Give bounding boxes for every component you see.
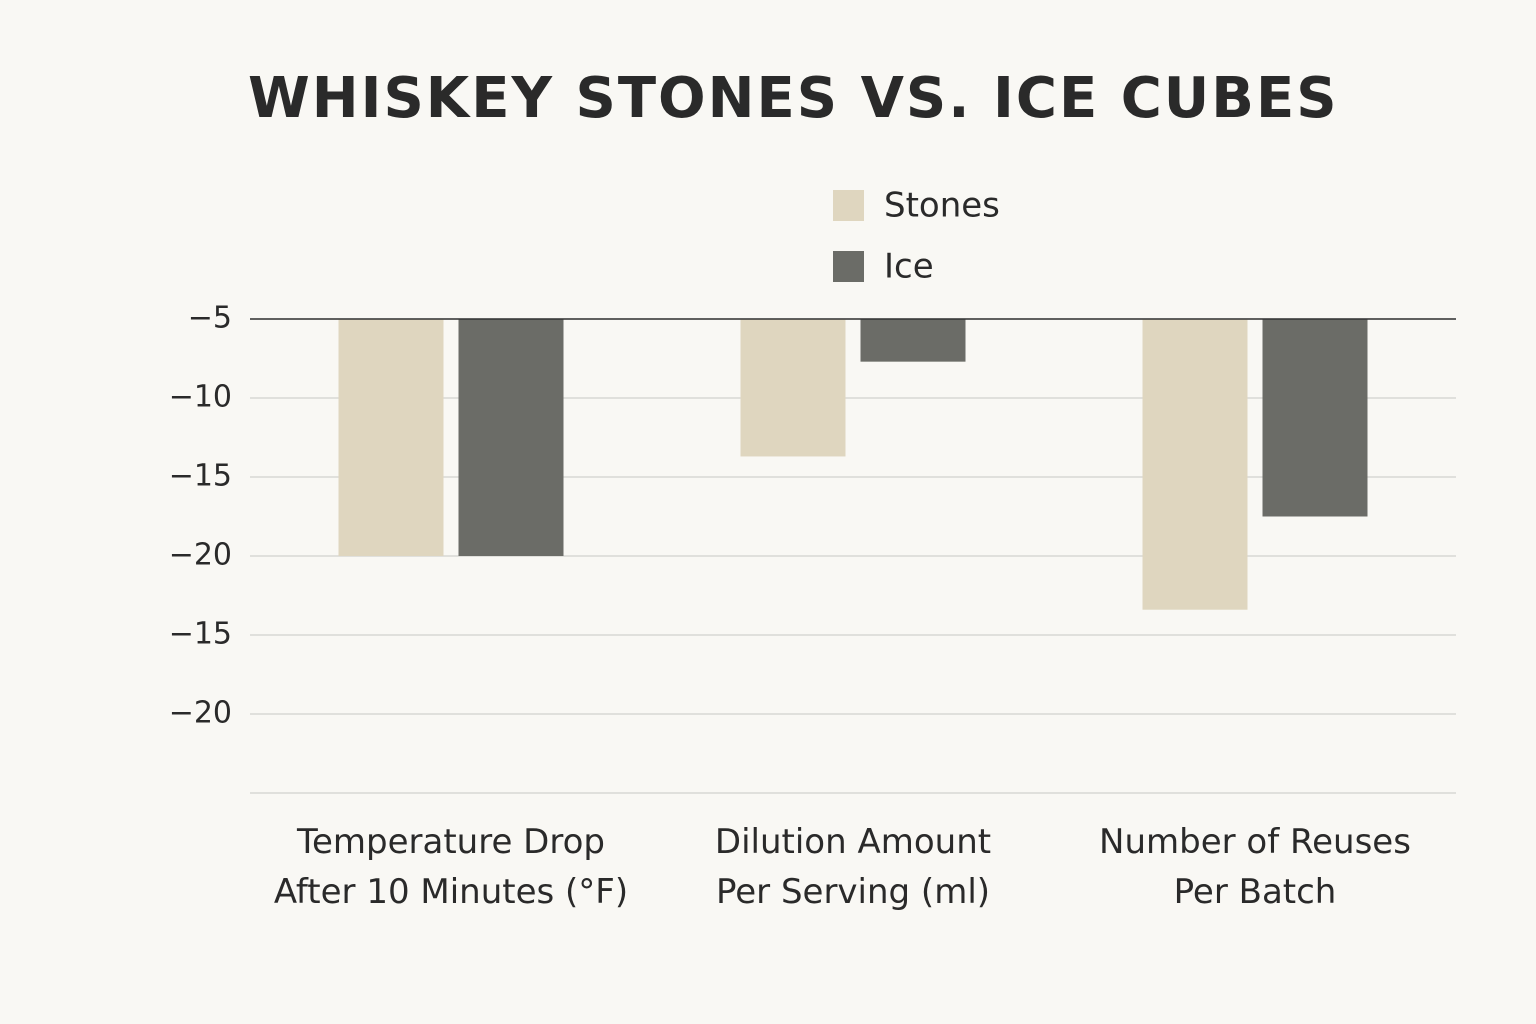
legend-swatch	[833, 251, 864, 282]
legend-label: Stones	[884, 186, 1000, 226]
y-tick-label: −5	[188, 301, 232, 336]
legend-label: Ice	[884, 247, 934, 287]
y-tick-label: −20	[169, 696, 232, 731]
bar	[338, 319, 444, 556]
y-tick-label: −20	[169, 538, 232, 573]
y-tick-label: −15	[169, 459, 232, 494]
x-tick-label: Number of Reuses Per Batch	[1099, 822, 1411, 912]
x-tick-label: Temperature Drop After 10 Minutes (°F)	[273, 822, 629, 912]
bar	[1142, 319, 1248, 610]
x-tick-label: Dilution Amount Per Serving (ml)	[714, 822, 992, 912]
bar	[740, 319, 846, 457]
legend-swatch	[833, 190, 864, 221]
bar	[860, 319, 966, 362]
y-tick-label: −10	[169, 380, 232, 415]
chart-title: WHISKEY STONES VS. ICE CUBES	[248, 66, 1339, 131]
bar	[458, 319, 564, 556]
bar	[1262, 319, 1368, 517]
y-tick-label: −15	[169, 617, 232, 652]
